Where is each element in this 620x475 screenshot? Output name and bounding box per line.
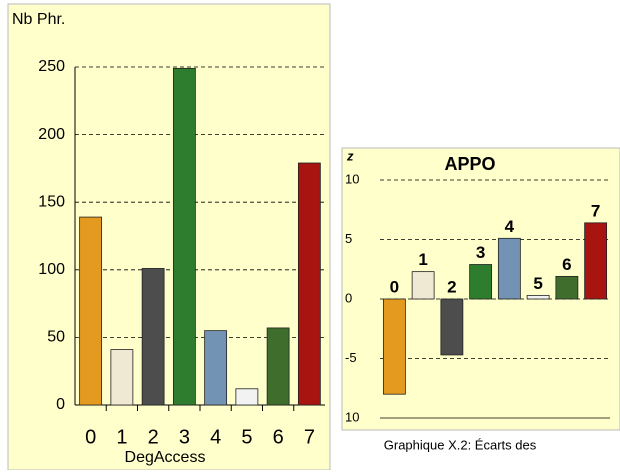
y-tick-label: 50: [47, 329, 65, 346]
bar: [79, 216, 103, 406]
chart-title: APPO: [444, 154, 495, 174]
category-label: 1: [418, 250, 427, 269]
y-tick-label: 5: [345, 231, 352, 246]
y-tick-label: 10: [345, 409, 359, 424]
category-label: 4: [505, 217, 515, 236]
x-tick-label: 2: [148, 426, 159, 448]
bar: [204, 330, 228, 406]
y-tick-label: 100: [38, 261, 65, 278]
x-tick-label: 4: [210, 426, 221, 448]
category-label: 5: [533, 274, 542, 293]
caption: Graphique X.2: Écarts des: [384, 437, 537, 452]
bar: [469, 264, 493, 300]
bar: [440, 298, 464, 356]
category-label: 7: [591, 201, 600, 220]
category-label: 6: [562, 255, 571, 274]
x-tick-label: 3: [179, 426, 190, 448]
y-tick-label: 150: [38, 193, 65, 210]
bar: [266, 327, 290, 406]
bar: [382, 298, 406, 395]
bar: [497, 237, 521, 300]
x-tick-label: 7: [304, 426, 315, 448]
bar: [297, 162, 321, 406]
bar: [172, 67, 196, 406]
bar: [141, 268, 165, 406]
bar: [235, 388, 259, 406]
y-tick-label: 250: [38, 58, 65, 75]
y-axis-label: z: [346, 148, 354, 163]
category-label: 0: [390, 277, 399, 296]
y-tick-label: -5: [345, 350, 357, 365]
x-tick-label: 0: [85, 426, 96, 448]
bar: [584, 222, 608, 300]
x-tick-label: 6: [273, 426, 284, 448]
y-tick-label: 10: [345, 171, 359, 186]
y-tick-label: 0: [56, 396, 65, 413]
bar: [555, 275, 579, 300]
x-axis-label: DegAccess: [125, 449, 206, 466]
x-tick-label: 5: [241, 426, 252, 448]
caption-box: [346, 435, 616, 455]
y-tick-label: 0: [345, 290, 352, 305]
y-axis-label: Nb Phr.: [12, 11, 65, 28]
bar: [411, 271, 435, 300]
y-tick-label: 200: [38, 126, 65, 143]
category-label: 2: [447, 277, 456, 296]
x-tick-label: 1: [116, 426, 127, 448]
bar: [110, 349, 134, 406]
category-label: 3: [476, 243, 485, 262]
bar: [526, 295, 550, 300]
